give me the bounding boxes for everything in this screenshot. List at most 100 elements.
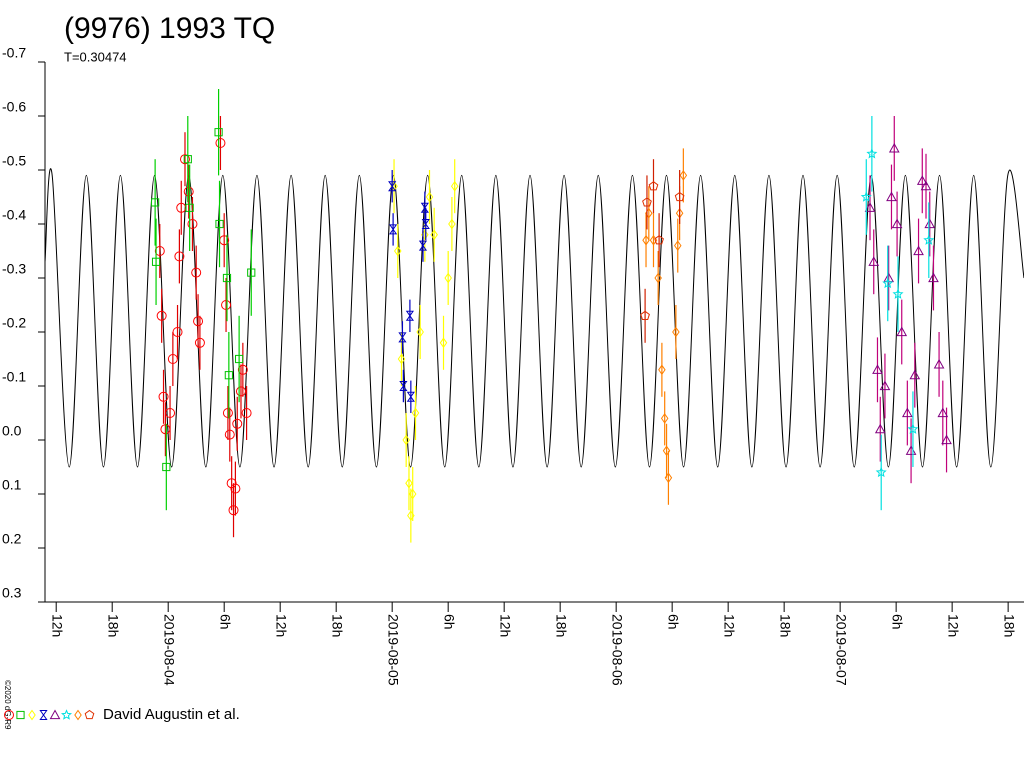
- y-tick-label: -0.2: [2, 315, 26, 331]
- data-point: [658, 364, 666, 376]
- x-tick-label: 12h: [49, 614, 65, 637]
- data-point: [874, 423, 886, 434]
- data-point: [879, 380, 891, 391]
- data-point: [174, 251, 185, 262]
- data-point: [226, 478, 237, 489]
- data-point: [221, 300, 232, 310]
- y-tick-label: 0.0: [2, 423, 22, 439]
- x-tick-label: 12h: [945, 614, 961, 637]
- chart-title: (9976) 1993 TQ: [64, 12, 275, 45]
- data-point: [416, 326, 424, 338]
- data-point: [648, 181, 659, 191]
- data-point: [398, 332, 407, 343]
- data-point: [172, 327, 183, 337]
- x-tick-label: 2019-08-07: [833, 614, 849, 686]
- data-point: [158, 391, 169, 402]
- legend-marker: [49, 709, 61, 720]
- data-point: [154, 246, 165, 256]
- data-point: [448, 218, 456, 230]
- data-point: [674, 191, 685, 202]
- legend-marker: [74, 709, 82, 721]
- x-tick-label: 18h: [553, 614, 569, 637]
- data-point: [230, 483, 241, 494]
- data-point: [215, 219, 224, 229]
- x-tick-label: 18h: [777, 614, 793, 637]
- legend-marker: [60, 709, 73, 720]
- x-tick-label: 6h: [889, 614, 905, 630]
- data-point: [420, 202, 429, 213]
- y-tick-label: -0.6: [2, 99, 26, 115]
- data-point: [888, 142, 900, 153]
- y-tick-label: -0.4: [2, 207, 26, 223]
- data-point: [886, 191, 897, 202]
- x-tick-label: 18h: [105, 614, 121, 637]
- data-point: [875, 466, 887, 478]
- y-tick-label: -0.1: [2, 369, 26, 385]
- x-tick-label: 6h: [441, 614, 457, 630]
- data-point: [167, 354, 178, 364]
- data-point: [425, 191, 434, 203]
- data-point: [235, 354, 244, 364]
- y-tick-label: 0.2: [2, 531, 22, 547]
- data-point: [642, 197, 652, 207]
- data-point: [882, 277, 894, 289]
- legend-marker: [4, 710, 14, 720]
- data-point: [439, 337, 448, 349]
- data-point: [408, 488, 417, 500]
- y-tick-label: -0.3: [2, 261, 26, 277]
- data-point: [896, 326, 908, 337]
- data-point: [405, 477, 413, 489]
- data-point: [224, 371, 233, 380]
- data-point: [411, 407, 420, 419]
- data-point: [397, 353, 406, 365]
- data-point: [923, 234, 935, 245]
- copyright: ©2020 dG-R9: [3, 680, 12, 730]
- data-point: [156, 310, 167, 321]
- data-point: [235, 386, 246, 397]
- data-point: [679, 170, 688, 181]
- legend-marker: [39, 710, 48, 720]
- data-point: [402, 434, 410, 446]
- data-point: [860, 191, 872, 202]
- chart-subtitle: T=0.30474: [64, 49, 127, 64]
- data-point: [407, 510, 415, 521]
- x-tick-label: 2019-08-05: [385, 614, 401, 686]
- data-point: [654, 272, 662, 284]
- data-point: [151, 198, 160, 207]
- x-tick-label: 12h: [273, 614, 289, 637]
- data-point: [187, 219, 198, 229]
- model-curve: [45, 168, 1024, 468]
- data-point: [907, 423, 919, 434]
- data-point: [183, 186, 194, 197]
- data-point: [160, 424, 171, 435]
- y-tick-label: 0.3: [2, 585, 22, 601]
- data-point: [222, 408, 233, 418]
- data-point: [891, 218, 903, 229]
- data-point: [193, 316, 204, 327]
- data-point: [913, 245, 924, 256]
- data-point: [444, 272, 452, 284]
- data-point: [421, 219, 430, 229]
- data-point: [179, 154, 190, 165]
- data-point: [430, 229, 438, 241]
- x-tick-label: 12h: [721, 614, 737, 637]
- data-point: [232, 418, 243, 429]
- data-point: [909, 369, 921, 380]
- data-point: [165, 408, 176, 418]
- data-point: [901, 407, 913, 418]
- data-point: [916, 175, 928, 185]
- data-point: [388, 181, 397, 192]
- data-point: [664, 472, 673, 484]
- data-point: [928, 272, 939, 283]
- legend-marker: [84, 709, 95, 720]
- data-point: [941, 434, 952, 445]
- data-point: [237, 364, 248, 375]
- data-point: [672, 326, 680, 338]
- legend-marker: [16, 710, 25, 720]
- data-point: [399, 381, 408, 391]
- y-tick-label: -0.5: [2, 153, 26, 169]
- data-point: [864, 202, 876, 212]
- data-point: [215, 138, 226, 148]
- data-point: [673, 240, 682, 251]
- data-point: [937, 407, 949, 418]
